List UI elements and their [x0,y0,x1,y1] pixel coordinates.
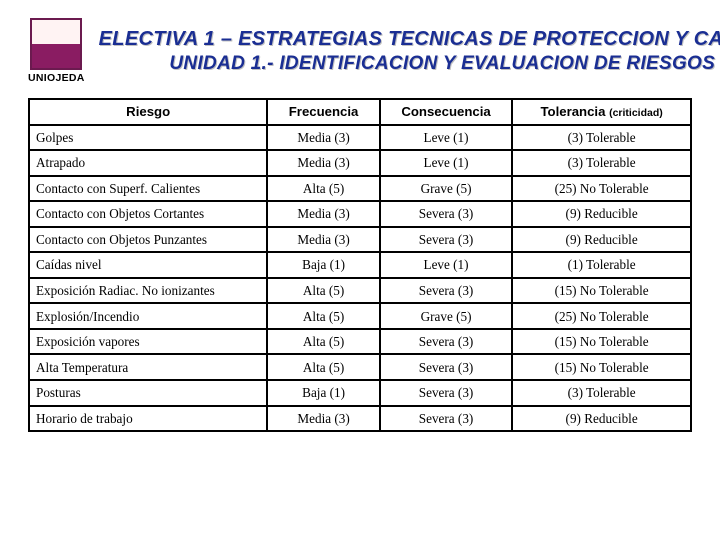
cell-frecuencia: Media (3) [267,150,380,176]
cell-tolerancia: (15) No Tolerable [512,354,691,380]
cell-frecuencia: Media (3) [267,201,380,227]
cell-tolerancia: (3) Tolerable [512,150,691,176]
table-row: Caídas nivelBaja (1)Leve (1)(1) Tolerabl… [29,252,691,278]
cell-tolerancia: (25) No Tolerable [512,303,691,329]
cell-riesgo: Contacto con Objetos Cortantes [29,201,267,227]
table-body: GolpesMedia (3)Leve (1)(3) TolerableAtra… [29,125,691,432]
cell-riesgo: Exposición Radiac. No ionizantes [29,278,267,304]
cell-riesgo: Caídas nivel [29,252,267,278]
cell-consecuencia: Severa (3) [380,227,512,253]
table-row: GolpesMedia (3)Leve (1)(3) Tolerable [29,125,691,151]
cell-tolerancia: (3) Tolerable [512,380,691,406]
cell-tolerancia: (1) Tolerable [512,252,691,278]
cell-frecuencia: Alta (5) [267,354,380,380]
cell-frecuencia: Media (3) [267,406,380,432]
table-row: PosturasBaja (1)Severa (3)(3) Tolerable [29,380,691,406]
cell-frecuencia: Alta (5) [267,329,380,355]
cell-consecuencia: Severa (3) [380,406,512,432]
cell-frecuencia: Baja (1) [267,252,380,278]
cell-riesgo: Explosión/Incendio [29,303,267,329]
cell-frecuencia: Alta (5) [267,303,380,329]
cell-frecuencia: Media (3) [267,125,380,151]
cell-riesgo: Exposición vapores [29,329,267,355]
cell-riesgo: Golpes [29,125,267,151]
cell-riesgo: Contacto con Superf. Calientes [29,176,267,202]
cell-consecuencia: Grave (5) [380,303,512,329]
table-row: Contacto con Objetos PunzantesMedia (3)S… [29,227,691,253]
cell-consecuencia: Severa (3) [380,278,512,304]
col-frecuencia: Frecuencia [267,99,380,125]
table-row: AtrapadoMedia (3)Leve (1)(3) Tolerable [29,150,691,176]
logo: UNIOJEDA [28,18,85,84]
col-tolerancia-suffix: (criticidad) [609,107,663,119]
cell-tolerancia: (15) No Tolerable [512,278,691,304]
cell-riesgo: Atrapado [29,150,267,176]
cell-frecuencia: Media (3) [267,227,380,253]
table-row: Exposición Radiac. No ionizantesAlta (5)… [29,278,691,304]
cell-consecuencia: Severa (3) [380,329,512,355]
cell-riesgo: Alta Temperatura [29,354,267,380]
cell-tolerancia: (15) No Tolerable [512,329,691,355]
cell-consecuencia: Grave (5) [380,176,512,202]
cell-tolerancia: (3) Tolerable [512,125,691,151]
title-main: ELECTIVA 1 – ESTRATEGIAS TECNICAS DE PRO… [99,28,720,51]
table-row: Horario de trabajoMedia (3)Severa (3)(9)… [29,406,691,432]
cell-tolerancia: (9) Reducible [512,227,691,253]
cell-consecuencia: Severa (3) [380,354,512,380]
cell-riesgo: Posturas [29,380,267,406]
cell-consecuencia: Severa (3) [380,201,512,227]
cell-riesgo: Horario de trabajo [29,406,267,432]
col-consecuencia: Consecuencia [380,99,512,125]
title-sub: UNIDAD 1.- IDENTIFICACION Y EVALUACION D… [169,53,715,75]
col-riesgo: Riesgo [29,99,267,125]
cell-frecuencia: Alta (5) [267,278,380,304]
table-row: Alta TemperaturaAlta (5)Severa (3)(15) N… [29,354,691,380]
cell-consecuencia: Severa (3) [380,380,512,406]
col-tolerancia-label: Tolerancia [540,104,605,119]
col-tolerancia: Tolerancia (criticidad) [512,99,691,125]
logo-icon [30,18,82,70]
table-row: Explosión/IncendioAlta (5)Grave (5)(25) … [29,303,691,329]
title-block: ELECTIVA 1 – ESTRATEGIAS TECNICAS DE PRO… [99,28,720,75]
cell-frecuencia: Alta (5) [267,176,380,202]
cell-tolerancia: (25) No Tolerable [512,176,691,202]
cell-consecuencia: Leve (1) [380,125,512,151]
cell-consecuencia: Leve (1) [380,252,512,278]
cell-tolerancia: (9) Reducible [512,406,691,432]
cell-tolerancia: (9) Reducible [512,201,691,227]
table-row: Exposición vaporesAlta (5)Severa (3)(15)… [29,329,691,355]
logo-label: UNIOJEDA [28,72,85,84]
cell-frecuencia: Baja (1) [267,380,380,406]
table-row: Contacto con Objetos CortantesMedia (3)S… [29,201,691,227]
table-header-row: Riesgo Frecuencia Consecuencia Toleranci… [29,99,691,125]
risk-table: Riesgo Frecuencia Consecuencia Toleranci… [28,98,692,432]
cell-riesgo: Contacto con Objetos Punzantes [29,227,267,253]
header: UNIOJEDA ELECTIVA 1 – ESTRATEGIAS TECNIC… [28,18,692,84]
cell-consecuencia: Leve (1) [380,150,512,176]
table-row: Contacto con Superf. CalientesAlta (5)Gr… [29,176,691,202]
